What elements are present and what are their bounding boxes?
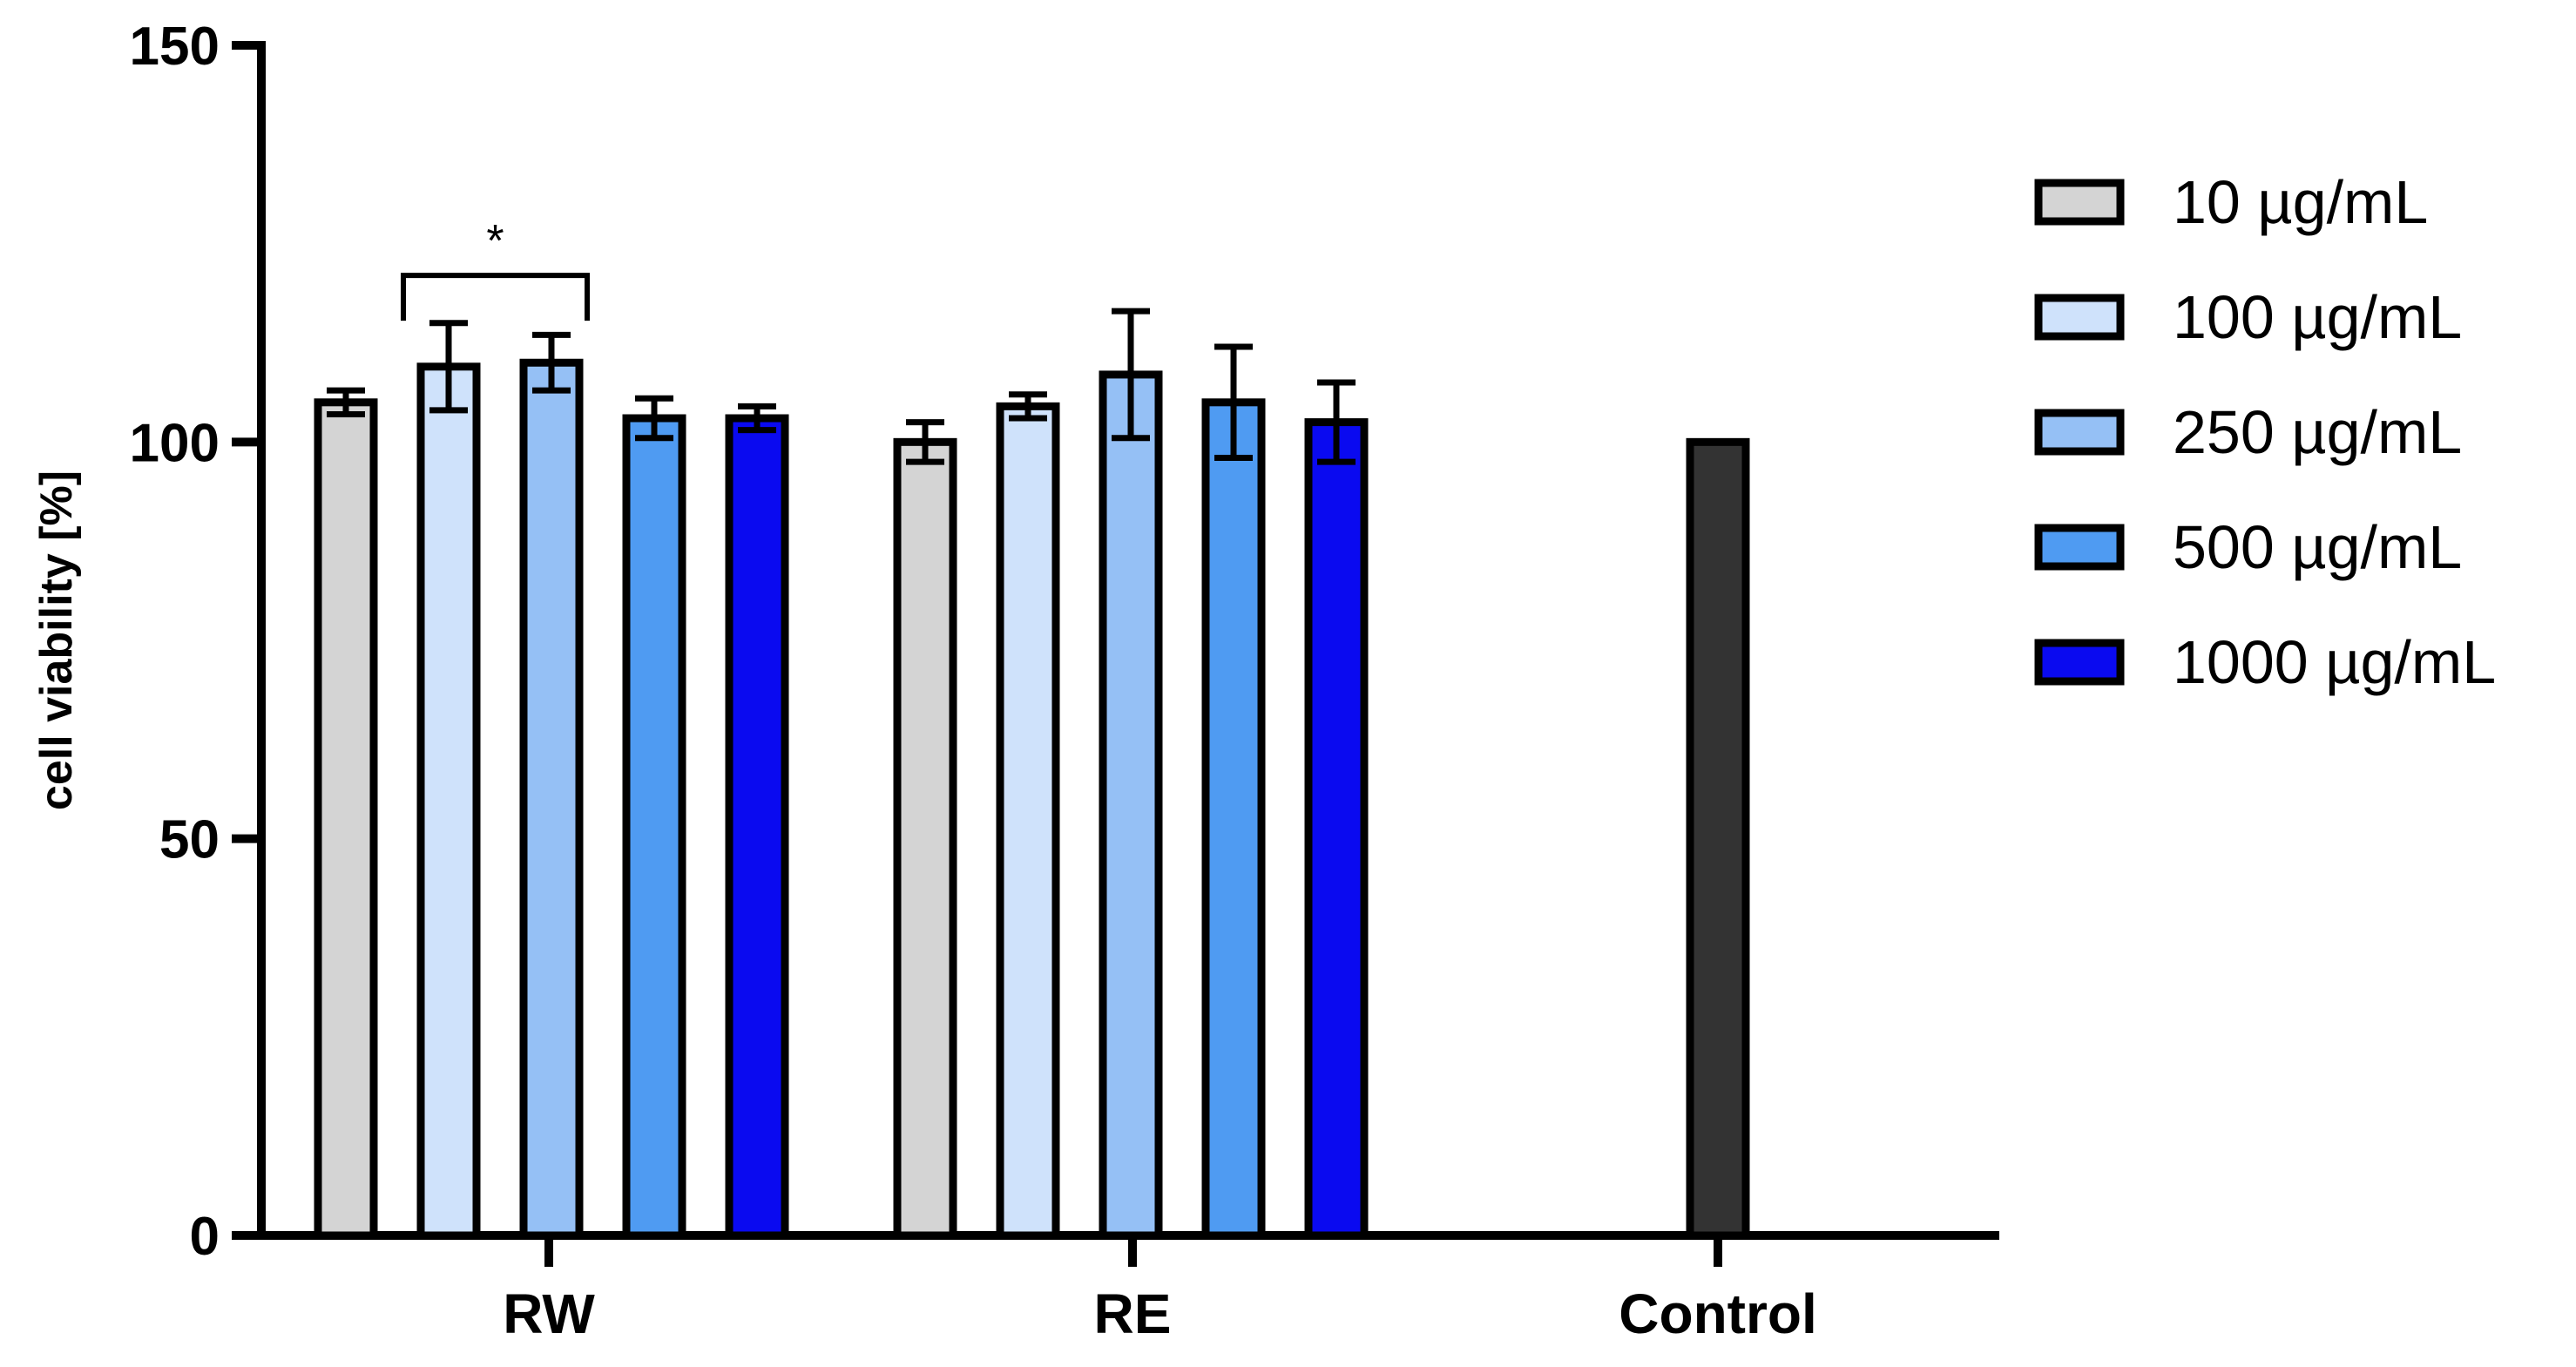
error-bar (738, 403, 776, 434)
legend-swatch (2034, 294, 2125, 341)
y-tick-label: 0 (190, 1207, 220, 1267)
legend-label: 250 µg/mL (2173, 398, 2462, 466)
y-tick-label: 100 (130, 413, 220, 473)
bar (893, 437, 957, 1240)
error-bar (1214, 343, 1253, 462)
x-tick-label: Control (1619, 1282, 1817, 1345)
legend-swatch (2034, 409, 2125, 456)
error-bar (532, 331, 571, 394)
bar (725, 414, 789, 1240)
legend-swatch (2034, 639, 2125, 686)
annotations: * (401, 216, 590, 321)
legend: 10 µg/mL 100 µg/mL 250 µg/mL 500 µg/mL 1000 … (2034, 168, 2496, 696)
error-bar (429, 320, 468, 414)
y-tick-label: 50 (159, 810, 220, 870)
bar (622, 414, 686, 1240)
error-bar (1009, 391, 1047, 422)
error-bar (635, 395, 673, 442)
legend-label: 100 µg/mL (2173, 283, 2462, 351)
error-bar (1112, 308, 1150, 442)
y-axis-title: cell viability [%] (31, 470, 82, 810)
legend-swatch (2034, 524, 2125, 571)
y-tick-label: 150 (130, 17, 220, 77)
legend-label: 1000 µg/mL (2173, 628, 2496, 696)
legend-label: 500 µg/mL (2173, 513, 2462, 581)
bars (314, 308, 1750, 1240)
bar-control (1686, 437, 1750, 1240)
bar (416, 362, 481, 1240)
bar (996, 402, 1060, 1240)
error-bar (1317, 379, 1356, 465)
x-tick-label: RW (503, 1282, 595, 1345)
bar (1304, 418, 1369, 1240)
error-bar (906, 419, 944, 465)
bar (1201, 398, 1266, 1240)
legend-swatch (2034, 179, 2125, 226)
significance-label: * (486, 216, 504, 267)
legend-label: 10 µg/mL (2173, 168, 2428, 236)
bar (519, 358, 584, 1240)
significance-bracket (401, 273, 590, 321)
x-tick-label: RE (1094, 1282, 1172, 1345)
bar (314, 398, 378, 1240)
error-bar (327, 387, 365, 417)
bar (1099, 370, 1163, 1240)
